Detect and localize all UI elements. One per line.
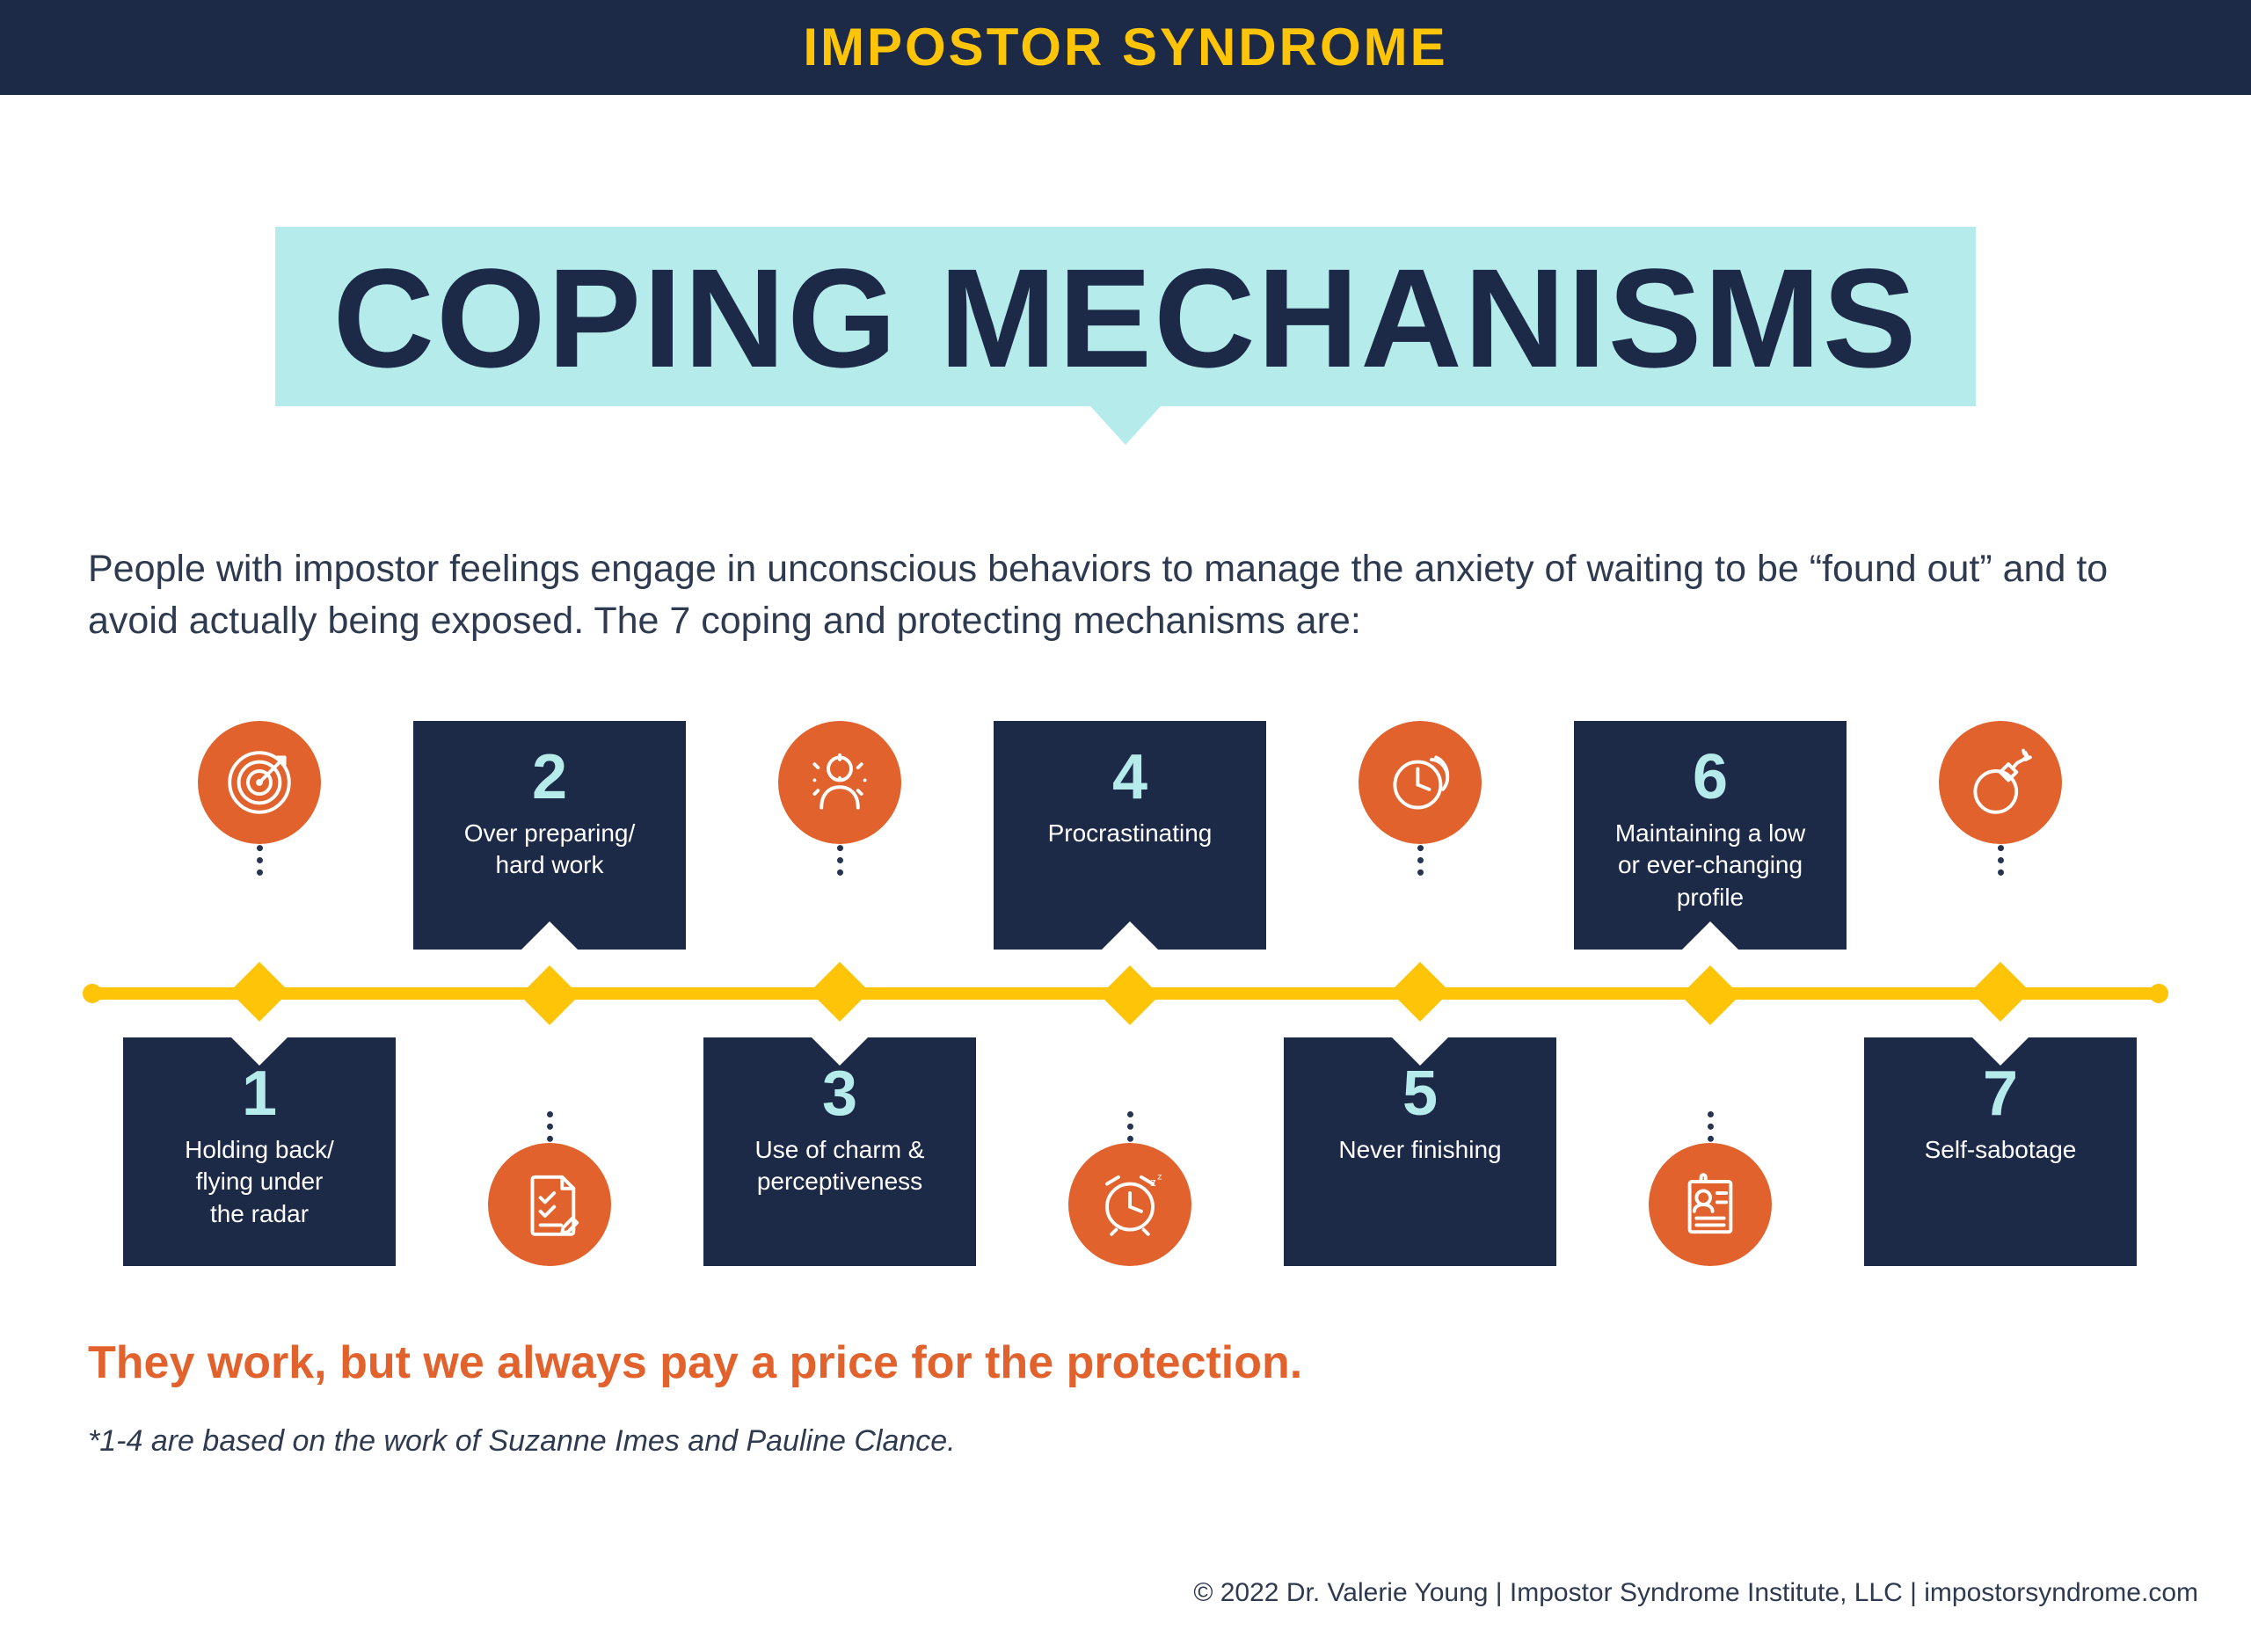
- timeline-item-7: 7 Self-sabotage: [1864, 721, 2137, 1266]
- item-label: Use of charm &perceptiveness: [719, 1134, 960, 1198]
- item-label: Procrastinating: [1009, 818, 1250, 849]
- conclusion-text: They work, but we always pay a price for…: [88, 1336, 2163, 1389]
- item-card: 2 Over preparing/hard work: [413, 721, 686, 950]
- checklist-icon: [488, 1143, 611, 1266]
- item-card: 7 Self-sabotage: [1864, 1037, 2137, 1266]
- sparkle-person-icon: [778, 721, 901, 844]
- item-label: Holding back/flying underthe radar: [139, 1134, 380, 1230]
- item-number: 1: [139, 1062, 380, 1125]
- timeline-item-1: 1 Holding back/flying underthe radar: [123, 721, 396, 1266]
- speed-clock-icon: [1359, 721, 1482, 844]
- title-badge-wrap: COPING MECHANISMS: [0, 227, 2251, 406]
- header-band: IMPOSTOR SYNDROME: [0, 0, 2251, 95]
- item-number: 4: [1009, 746, 1250, 809]
- bomb-icon: [1939, 721, 2062, 844]
- item-card: 4 Procrastinating: [994, 721, 1266, 950]
- item-card: 6 Maintaining a lowor ever-changingprofil…: [1574, 721, 1847, 950]
- item-label: Maintaining a lowor ever-changingprofile: [1590, 818, 1831, 913]
- intro-paragraph: People with impostor feelings engage in …: [88, 543, 2163, 648]
- timeline-item-6: 6 Maintaining a lowor ever-changingprofil…: [1574, 721, 1847, 1266]
- svg-text:z: z: [1150, 1175, 1156, 1189]
- title-badge: COPING MECHANISMS: [275, 227, 1977, 406]
- item-label: Never finishing: [1300, 1134, 1541, 1166]
- timeline-item-4: zz 4 Procrastinating: [994, 721, 1266, 1266]
- item-number: 7: [1880, 1062, 2121, 1125]
- title-badge-text: COPING MECHANISMS: [333, 248, 1919, 389]
- item-number: 2: [429, 746, 670, 809]
- item-card: 5 Never finishing: [1284, 1037, 1556, 1266]
- alarm-icon: zz: [1068, 1143, 1191, 1266]
- item-label: Self-sabotage: [1880, 1134, 2121, 1166]
- timeline-item-3: 3 Use of charm &perceptiveness: [703, 721, 976, 1266]
- target-icon: [198, 721, 321, 844]
- item-card: 3 Use of charm &perceptiveness: [703, 1037, 976, 1266]
- credit-text: © 2022 Dr. Valerie Young | Impostor Synd…: [1193, 1578, 2198, 1608]
- item-number: 3: [719, 1062, 960, 1125]
- item-label: Over preparing/hard work: [429, 818, 670, 882]
- timeline-item-5: 5 Never finishing: [1284, 721, 1556, 1266]
- timeline-item-2: 2 Over preparing/hard work: [413, 721, 686, 1266]
- svg-text:z: z: [1157, 1172, 1162, 1182]
- item-card: 1 Holding back/flying underthe radar: [123, 1037, 396, 1266]
- timeline-stage: 1 Holding back/flying underthe radar 2 Over…: [88, 721, 2163, 1266]
- profile-doc-icon: [1649, 1143, 1772, 1266]
- item-number: 6: [1590, 746, 1831, 809]
- footnote-text: *1-4 are based on the work of Suzanne Im…: [88, 1424, 2163, 1459]
- item-number: 5: [1300, 1062, 1541, 1125]
- header-title: IMPOSTOR SYNDROME: [0, 0, 2251, 95]
